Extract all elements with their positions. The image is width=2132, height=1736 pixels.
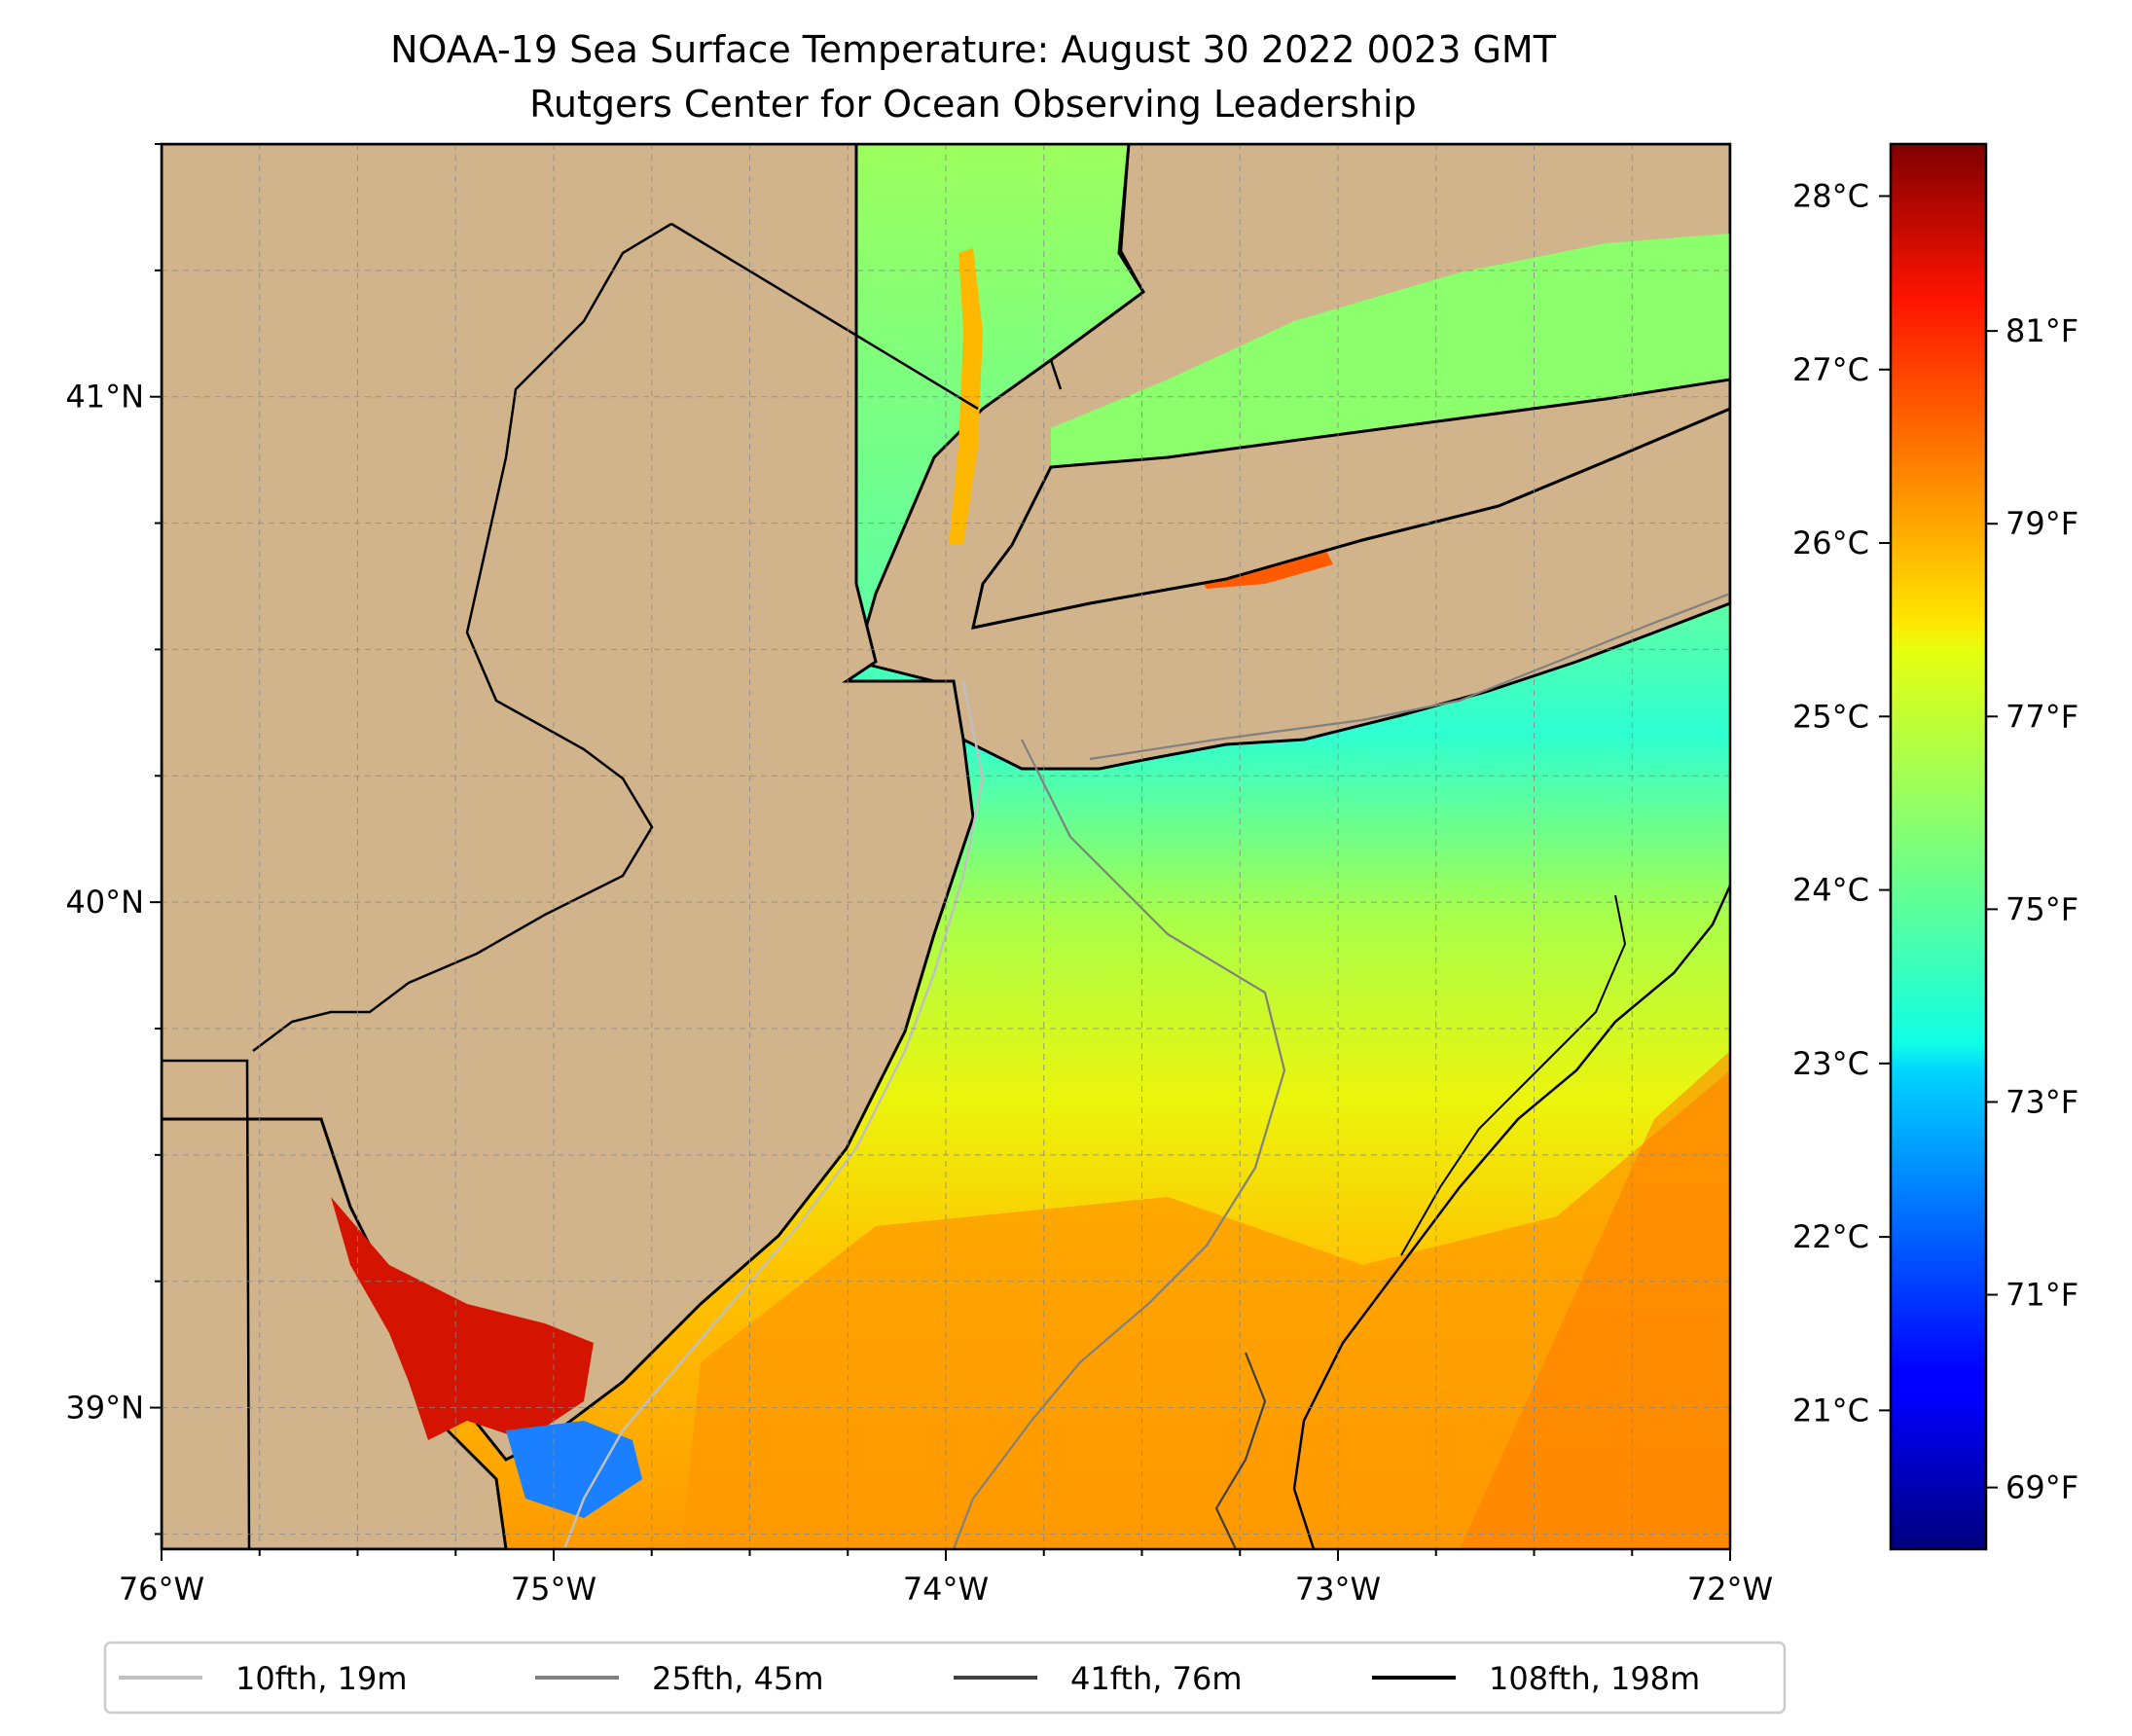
contour-108fth-198m	[1292, 885, 1730, 1549]
celsius-tick-label: 21°C	[1792, 1392, 1869, 1429]
celsius-tick-label: 27°C	[1792, 351, 1869, 388]
map-title-line2: Rutgers Center for Ocean Observing Leade…	[529, 83, 1417, 126]
legend-box	[103, 1641, 1787, 1715]
lat-tick-label: 40°N	[65, 884, 144, 921]
map-area	[162, 144, 1730, 1549]
fahrenheit-tick-label: 69°F	[2006, 1469, 2078, 1506]
fahrenheit-tick-label: 77°F	[2006, 698, 2078, 735]
fahrenheit-tick-label: 73°F	[2006, 1083, 2078, 1120]
lon-tick-label: 76°W	[119, 1571, 204, 1608]
lat-tick-label: 39°N	[65, 1390, 144, 1427]
celsius-tick-label: 24°C	[1792, 872, 1869, 909]
long-island-sound-water	[1051, 234, 1730, 467]
colorbar-fahrenheit-axis: 69°F 71°F 73°F 75°F 77°F 79°F 81°F	[1986, 312, 2078, 1506]
lon-tick-label: 74°W	[903, 1571, 989, 1608]
fahrenheit-tick-label: 75°F	[2006, 890, 2078, 927]
fahrenheit-tick-label: 81°F	[2006, 312, 2078, 349]
contour-10fth-19m	[562, 680, 985, 1549]
celsius-tick-label: 23°C	[1792, 1045, 1869, 1082]
legend-label: 10fth, 19m	[235, 1660, 407, 1697]
sst-warm-patch-east	[1460, 1051, 1730, 1549]
state-border-de	[162, 1059, 251, 1549]
map-title-line1: NOAA-19 Sea Surface Temperature: August …	[390, 28, 1557, 71]
map-gridlines	[162, 144, 1730, 1549]
lat-axis: 39°N 40°N 41°N	[65, 143, 162, 1536]
contour-41fth-76m	[1214, 1352, 1267, 1549]
contour-25fth-45m	[952, 739, 1286, 1549]
delaware-bay-mouth	[506, 1421, 642, 1518]
contour-108fth-198m-b	[1400, 894, 1627, 1256]
lat-tick-label: 41°N	[65, 379, 144, 416]
state-border-ny-ct	[1049, 144, 1145, 390]
fahrenheit-tick-label: 79°F	[2006, 505, 2078, 542]
state-border-ny-nj	[670, 222, 979, 411]
fahrenheit-tick-label: 71°F	[2006, 1277, 2078, 1314]
lon-tick-label: 75°W	[511, 1571, 596, 1608]
state-border-pa-nj	[252, 222, 672, 1052]
colorbar: 21°C 22°C 23°C 24°C 25°C 26°C 27°C 28°C 69°F 71°…	[1792, 142, 2078, 1551]
legend-label: 41fth, 76m	[1070, 1660, 1242, 1697]
contour-25fth-45m-b	[1089, 592, 1730, 761]
legend-label: 25fth, 45m	[652, 1660, 823, 1697]
sst-warm-patch	[681, 1070, 1730, 1549]
lon-tick-label: 72°W	[1687, 1571, 1773, 1608]
colorbar-celsius-axis: 21°C 22°C 23°C 24°C 25°C 26°C 27°C 28°C	[1792, 177, 1891, 1429]
long-island-north-fork	[971, 378, 1730, 630]
delaware-bay-water	[331, 1197, 594, 1440]
celsius-tick-label: 22°C	[1792, 1218, 1869, 1255]
legend-label: 108fth, 198m	[1489, 1660, 1700, 1697]
celsius-tick-label: 28°C	[1792, 177, 1869, 214]
colorbar-gradient	[1889, 142, 1988, 1551]
celsius-tick-label: 25°C	[1792, 698, 1869, 735]
lon-axis: 76°W 75°W 74°W 73°W 72°W	[119, 1549, 1773, 1608]
celsius-tick-label: 26°C	[1792, 524, 1869, 561]
lon-tick-label: 73°W	[1295, 1571, 1381, 1608]
legend: 10fth, 19m 25fth, 45m 41fth, 76m 108fth, 19…	[103, 1641, 1787, 1715]
